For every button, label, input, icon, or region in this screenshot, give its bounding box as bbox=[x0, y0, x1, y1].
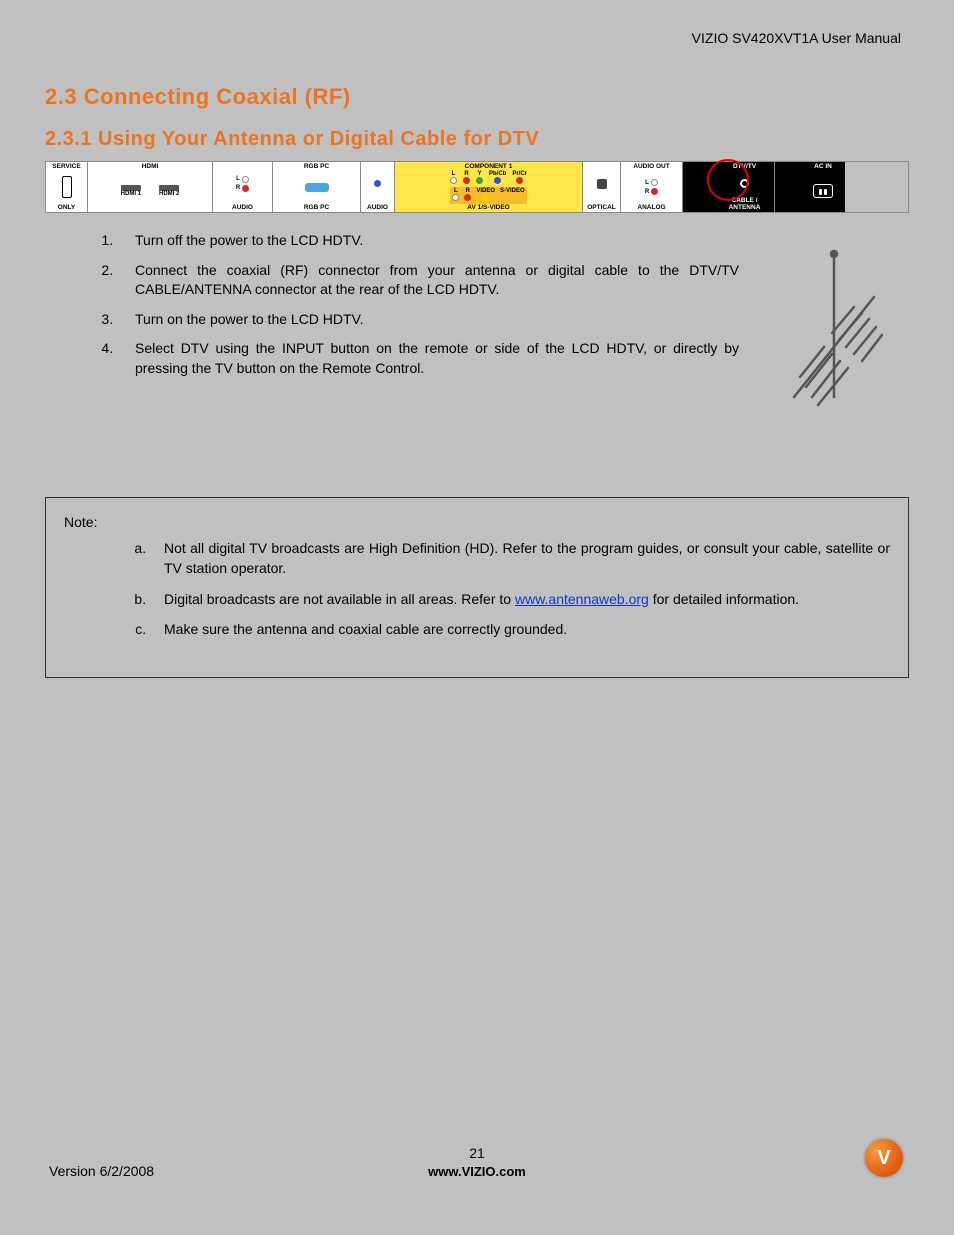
steps-list: Turn off the power to the LCD HDTV. Conne… bbox=[45, 231, 739, 379]
note-item: Not all digital TV broadcasts are High D… bbox=[150, 538, 890, 579]
panel-cell-11: AC IN bbox=[801, 162, 845, 212]
page-footer: Version 6/2/2008 21 www.VIZIO.com V bbox=[45, 1139, 909, 1179]
panel-cell-1: HDMIHDMI 1HDMI 2 bbox=[88, 162, 213, 212]
step-item: Connect the coaxial (RF) connector from … bbox=[117, 261, 739, 300]
panel-cell-5: COMPONENT 1LRYPb/CbPr/CrLRVIDEOS-VIDEOAV… bbox=[395, 162, 583, 212]
footer-url: www.VIZIO.com bbox=[428, 1164, 526, 1179]
panel-cell-4: AUDIO bbox=[361, 162, 395, 212]
panel-cell-3: RGB PCRGB PC bbox=[273, 162, 361, 212]
manual-page: VIZIO SV420XVT1A User Manual 2.3 Connect… bbox=[45, 30, 909, 1235]
vizio-logo-icon: V bbox=[865, 1139, 903, 1177]
note-link[interactable]: www.antennaweb.org bbox=[515, 591, 649, 607]
subsection-heading: 2.3.1 Using Your Antenna or Digital Cabl… bbox=[45, 128, 909, 151]
note-label: Note: bbox=[64, 514, 890, 530]
footer-version: Version 6/2/2008 bbox=[49, 1163, 154, 1179]
footer-center: 21 www.VIZIO.com bbox=[428, 1145, 526, 1179]
footer-page-number: 21 bbox=[428, 1145, 526, 1161]
section-heading: 2.3 Connecting Coaxial (RF) bbox=[45, 84, 909, 110]
panel-cell-0: SERVICEONLY bbox=[46, 162, 88, 212]
step-item: Turn on the power to the LCD HDTV. bbox=[117, 310, 739, 330]
note-item: Digital broadcasts are not available in … bbox=[150, 589, 890, 609]
footer-logo-wrap: V bbox=[865, 1139, 905, 1179]
note-item: Make sure the antenna and coaxial cable … bbox=[150, 619, 890, 639]
panel-cell-9: DTV/TVCABLE / ANTENNA bbox=[715, 162, 775, 212]
rear-panel-diagram: SERVICEONLYHDMIHDMI 1HDMI 2LRAUDIORGB PC… bbox=[45, 161, 909, 213]
note-box: Note: Not all digital TV broadcasts are … bbox=[45, 497, 909, 678]
panel-cell-8 bbox=[683, 162, 715, 212]
panel-cell-6: OPTICAL bbox=[583, 162, 621, 212]
header-product-title: VIZIO SV420XVT1A User Manual bbox=[45, 30, 909, 46]
panel-cell-7: AUDIO OUTLRANALOG bbox=[621, 162, 683, 212]
note-list: Not all digital TV broadcasts are High D… bbox=[64, 538, 890, 639]
steps-column: Turn off the power to the LCD HDTV. Conne… bbox=[45, 231, 739, 407]
antenna-icon bbox=[774, 237, 894, 407]
step-item: Turn off the power to the LCD HDTV. bbox=[117, 231, 739, 251]
panel-cell-2: LRAUDIO bbox=[213, 162, 273, 212]
panel-cell-10 bbox=[775, 162, 801, 212]
step-item: Select DTV using the INPUT button on the… bbox=[117, 339, 739, 378]
antenna-illustration bbox=[759, 231, 909, 407]
content-row: Turn off the power to the LCD HDTV. Conne… bbox=[45, 231, 909, 407]
